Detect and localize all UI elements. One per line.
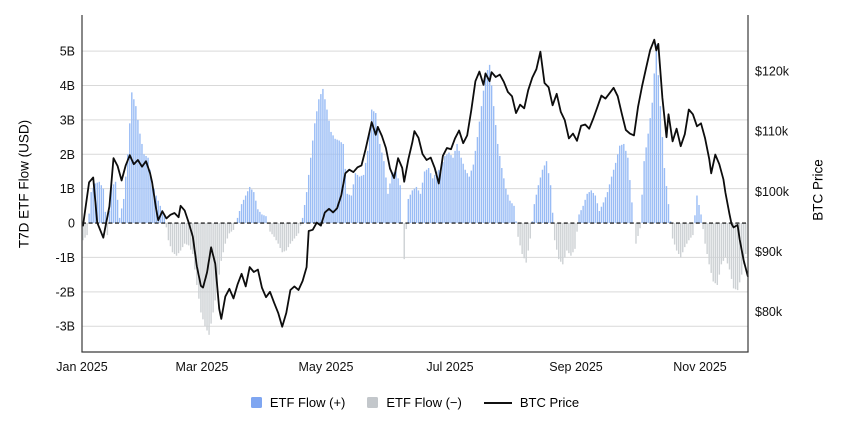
etf-flow-bars: [82, 44, 747, 335]
chart-legend: ETF Flow (+) ETF Flow (−) BTC Price: [82, 395, 748, 410]
axis-spines: [81, 15, 749, 353]
legend-label: BTC Price: [519, 395, 580, 410]
price-axis-tick-label: $100k: [755, 185, 790, 199]
btc-price-line: [82, 38, 749, 328]
price-axis-tick-label: $110k: [755, 125, 789, 139]
x-axis-tick-label: Jan 2025: [56, 360, 107, 374]
flow-axis-tick-label: 2B: [60, 148, 75, 162]
x-axis-tick-label: Mar 2025: [176, 360, 229, 374]
x-axis-tick-label: May 2025: [299, 360, 354, 374]
x-axis-tick-label: Nov 2025: [673, 360, 727, 374]
flow-axis-tick-label: -2B: [56, 285, 75, 299]
price-line-swatch-icon: [483, 401, 512, 404]
legend-item-etf-flow-positive: ETF Flow (+): [250, 395, 346, 410]
flow-axis-tick-label: -1B: [56, 251, 75, 265]
x-axis-tick-label: Sep 2025: [549, 360, 603, 374]
legend-item-btc-price: BTC Price: [483, 395, 580, 410]
legend-label: ETF Flow (+): [269, 395, 346, 410]
negative-flow-swatch-icon: [367, 397, 379, 408]
positive-flow-swatch-icon: [250, 397, 262, 408]
gridlines: [82, 50, 748, 327]
flow-axis-tick-label: 3B: [60, 113, 75, 127]
price-axis-tick-label: $80k: [755, 305, 783, 319]
flow-axis-tick-label: -3B: [56, 320, 75, 334]
price-axis-tick-label: $120k: [755, 64, 790, 78]
x-axis-tick-label: Jul 2025: [426, 360, 473, 374]
flow-axis-tick-label: 1B: [60, 182, 75, 196]
legend-item-etf-flow-negative: ETF Flow (−): [367, 395, 462, 410]
flow-axis-tick-label: 5B: [60, 45, 75, 59]
flow-axis-tick-label: 0: [68, 217, 75, 231]
price-axis-tick-label: $90k: [755, 245, 783, 259]
flow-axis-tick-label: 4B: [60, 79, 75, 93]
legend-label: ETF Flow (−): [386, 395, 462, 410]
